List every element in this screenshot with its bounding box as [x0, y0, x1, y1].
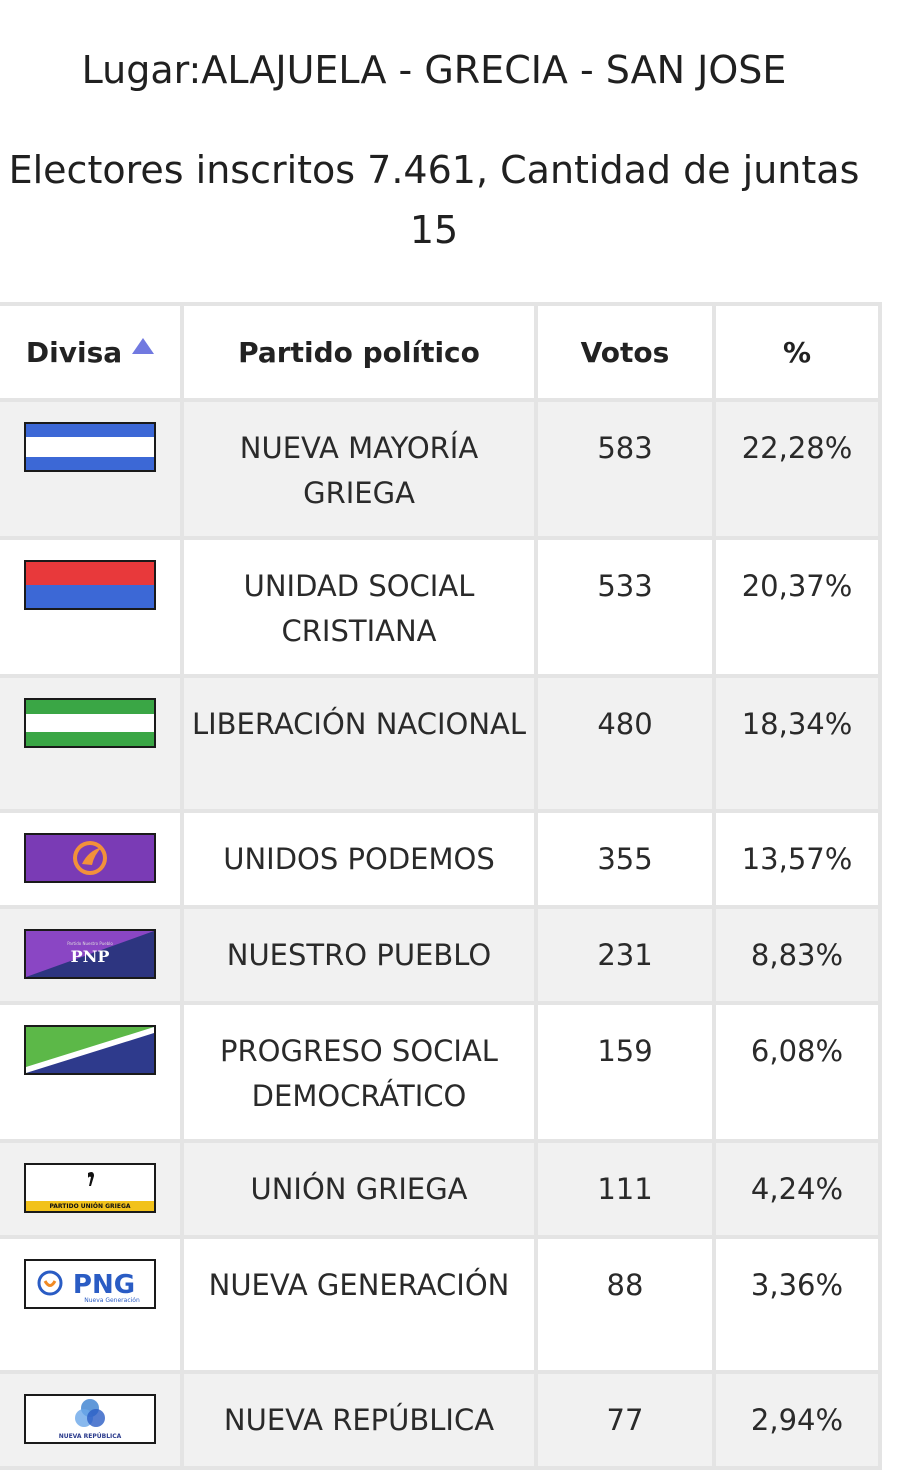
divisa-cell — [0, 809, 184, 909]
divisa-cell: PNP Partido Nuestro Pueblo — [0, 905, 184, 1005]
flag-blue-white-blue-icon — [24, 422, 156, 472]
party-name: UNIÓN GRIEGA — [180, 1139, 538, 1239]
sort-ascending-icon — [132, 337, 155, 354]
party-name: UNIDOS PODEMOS — [180, 809, 538, 909]
percent-value: 6,08% — [712, 1001, 882, 1143]
svg-text:Partido Nuestro Pueblo: Partido Nuestro Pueblo — [67, 941, 113, 946]
flag-purple-emblem-icon — [24, 833, 156, 883]
party-name: NUEVA REPÚBLICA — [180, 1370, 538, 1470]
divisa-cell: PARTIDO UNIÓN GRIEGA — [0, 1139, 184, 1239]
party-name: NUEVA GENERACIÓN — [180, 1235, 538, 1374]
votes-value: 231 — [534, 905, 716, 1005]
divisa-cell — [0, 674, 184, 813]
party-name: NUESTRO PUEBLO — [180, 905, 538, 1005]
flag-nueva-republica-icon: NUEVA REPÚBLICA — [24, 1394, 156, 1444]
svg-text:PNG: PNG — [73, 1270, 135, 1300]
table-row: LIBERACIÓN NACIONAL 480 18,34% — [0, 674, 882, 813]
votes-value: 88 — [534, 1235, 716, 1374]
column-header-divisa[interactable]: Divisa — [0, 302, 184, 402]
table-row: UNIDOS PODEMOS 355 13,57% — [0, 809, 882, 909]
percent-value: 8,83% — [712, 905, 882, 1005]
votes-value: 480 — [534, 674, 716, 813]
party-name: NUEVA MAYORÍA GRIEGA — [180, 398, 538, 540]
votes-value: 159 — [534, 1001, 716, 1143]
flag-green-blue-diagonal-icon — [24, 1025, 156, 1075]
percent-value: 13,57% — [712, 809, 882, 909]
electors-summary: Electores inscritos 7.461, Cantidad de j… — [8, 148, 860, 252]
results-table: Divisa Partido político Votos % NUEVA MA… — [0, 302, 882, 1470]
table-row: NUEVA MAYORÍA GRIEGA 583 22,28% — [0, 398, 882, 540]
table-row: UNIDAD SOCIAL CRISTIANA 533 20,37% — [0, 536, 882, 678]
votes-value: 583 — [534, 398, 716, 540]
divisa-cell — [0, 1001, 184, 1143]
percent-value: 22,28% — [712, 398, 882, 540]
divisa-cell — [0, 398, 184, 540]
table-row: PARTIDO UNIÓN GRIEGA UNIÓN GRIEGA 111 4,… — [0, 1139, 882, 1239]
column-header-partido[interactable]: Partido político — [180, 302, 538, 402]
column-header-percent[interactable]: % — [712, 302, 882, 402]
party-name: UNIDAD SOCIAL CRISTIANA — [180, 536, 538, 678]
flag-red-blue-icon — [24, 560, 156, 610]
party-name: LIBERACIÓN NACIONAL — [180, 674, 538, 813]
divisa-cell — [0, 536, 184, 678]
percent-value: 3,36% — [712, 1235, 882, 1374]
flag-pnp-icon: PNP Partido Nuestro Pueblo — [24, 929, 156, 979]
percent-value: 2,94% — [712, 1370, 882, 1470]
divisa-cell: PNG Nueva Generación — [0, 1235, 184, 1374]
table-header-row: Divisa Partido político Votos % — [0, 302, 882, 402]
party-name: PROGRESO SOCIAL DEMOCRÁTICO — [180, 1001, 538, 1143]
table-row: PROGRESO SOCIAL DEMOCRÁTICO 159 6,08% — [0, 1001, 882, 1143]
votes-value: 355 — [534, 809, 716, 909]
flag-png-icon: PNG Nueva Generación — [24, 1259, 156, 1309]
table-row: PNP Partido Nuestro Pueblo NUESTRO PUEBL… — [0, 905, 882, 1005]
votes-value: 533 — [534, 536, 716, 678]
table-row: PNG Nueva Generación NUEVA GENERACIÓN 88… — [0, 1235, 882, 1374]
place-title: Lugar:ALAJUELA - GRECIA - SAN JOSE — [81, 48, 787, 92]
percent-value: 4,24% — [712, 1139, 882, 1239]
svg-text:NUEVA REPÚBLICA: NUEVA REPÚBLICA — [59, 1433, 122, 1440]
divisa-cell: NUEVA REPÚBLICA — [0, 1370, 184, 1470]
svg-text:PARTIDO UNIÓN GRIEGA: PARTIDO UNIÓN GRIEGA — [49, 1203, 130, 1210]
table-row: NUEVA REPÚBLICA NUEVA REPÚBLICA 77 2,94% — [0, 1370, 882, 1470]
flag-union-griega-icon: PARTIDO UNIÓN GRIEGA — [24, 1163, 156, 1213]
percent-value: 20,37% — [712, 536, 882, 678]
svg-text:Nueva Generación: Nueva Generación — [84, 1297, 140, 1304]
votes-value: 111 — [534, 1139, 716, 1239]
column-header-votos[interactable]: Votos — [534, 302, 716, 402]
flag-green-white-green-icon — [24, 698, 156, 748]
percent-value: 18,34% — [712, 674, 882, 813]
votes-value: 77 — [534, 1370, 716, 1470]
svg-text:PNP: PNP — [71, 947, 110, 966]
